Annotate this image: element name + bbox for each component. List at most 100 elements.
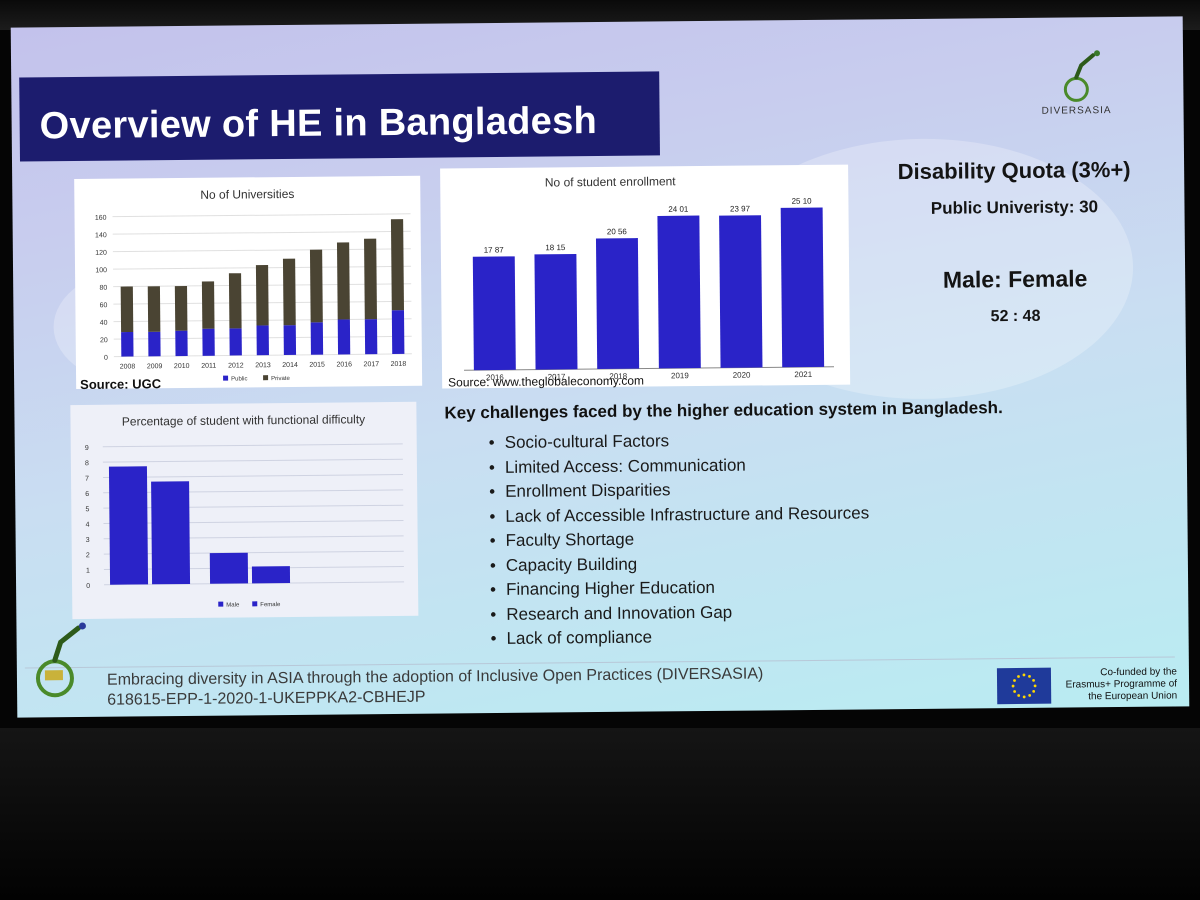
bar-female (251, 566, 291, 584)
enrollment-chart: 17 87 2016 18 15 2017 20 56 2018 24 01 2019 23 9… (464, 197, 835, 382)
y-tick-label: 40 (100, 320, 108, 327)
bar-male (209, 552, 249, 584)
y-tick-label: 60 (100, 302, 108, 309)
bar-female (151, 481, 191, 585)
footer-project-code: 618615-EPP-1-2020-1-UKEPPKA2-CBHEJP (107, 688, 426, 709)
y-tick-label: 7 (85, 476, 89, 483)
x-tick-label: 2009 (147, 363, 163, 370)
eu-star-icon (1032, 689, 1036, 693)
list-item: Socio-cultural Factors (489, 427, 869, 455)
y-tick-label: 9 (85, 445, 89, 452)
bar-private (201, 281, 215, 329)
gridline (103, 550, 404, 555)
gridline (103, 535, 404, 540)
list-item: Lack of Accessible Infrastructure and Re… (489, 501, 869, 529)
bar-private (336, 242, 350, 320)
legend-label: Female (260, 602, 281, 608)
source-globaleconomy: Source: www.theglobaleconomy.com (448, 373, 645, 390)
disability-quota-title: Disability Quota (3%+) (897, 156, 1131, 185)
diversasia-logo: DIVERSASIA (1031, 47, 1122, 118)
gridline (102, 458, 403, 463)
eu-star-icon (1017, 675, 1020, 678)
y-tick-label: 120 (95, 250, 107, 257)
eu-star-icon (1022, 673, 1026, 677)
x-tick-label: 2013 (255, 362, 271, 369)
x-tick-label: 2011 (201, 363, 216, 370)
gridline (112, 230, 411, 235)
bar-private (120, 286, 134, 333)
bar-male (108, 466, 149, 585)
bar-public (364, 319, 378, 355)
eu-star-icon (1028, 694, 1032, 697)
footer-logo (26, 622, 97, 703)
data-label: 25 10 (792, 197, 813, 206)
legend-swatch (223, 375, 229, 381)
eu-star-icon (1013, 679, 1016, 682)
eu-star-icon (1033, 684, 1037, 688)
eu-star-icon (1013, 690, 1017, 693)
eu-stars-icon (1011, 673, 1037, 699)
x-tick-label: 2008 (120, 363, 136, 370)
x-tick-label: 2020 (733, 371, 751, 380)
public-university-count: Public Univeristy: 30 (930, 197, 1099, 218)
x-tick-label: 2019 (671, 371, 689, 380)
functional-difficulty-chart-panel: Percentage of student with functional di… (70, 401, 419, 620)
x-tick-label: 2018 (391, 361, 407, 368)
wheelchair-logo-icon (35, 622, 86, 698)
logo-text: DIVERSASIA (1041, 105, 1111, 117)
gridline (103, 504, 404, 509)
gridline (103, 474, 404, 478)
eu-star-icon (1028, 674, 1031, 678)
footer-project-name: Embracing diversity in ASIA through the … (106, 665, 764, 689)
y-tick-label: 140 (95, 232, 107, 239)
universities-chart: 0 20 40 60 80 100 120 140 160 2008 2009 2010 2011 201… (95, 213, 412, 383)
legend-label: Private (271, 376, 290, 382)
y-tick-label: 100 (95, 267, 107, 274)
x-axis (464, 366, 835, 371)
bar (472, 256, 516, 371)
eu-flag-icon (996, 667, 1052, 705)
x-tick-label: 2016 (336, 361, 352, 368)
bar-public (391, 310, 405, 354)
legend-swatch (218, 601, 224, 607)
list-item: Faculty Shortage (490, 525, 870, 553)
bar (534, 253, 578, 370)
eu-cofunding-text: Co-funded by the Erasmus+ Programme of t… (1065, 666, 1178, 703)
enrollment-chart-panel: No of student enrollment 17 87 2016 18 15 2… (440, 164, 851, 389)
bar-public (229, 328, 242, 356)
bar (595, 238, 640, 370)
universities-chart-panel: No of Universities 0 20 40 60 80 100 120 140 160… (74, 175, 423, 390)
slide-title: Overview of HE in Bangladesh (39, 100, 598, 148)
data-label: 24 01 (668, 205, 689, 214)
y-tick-label: 6 (85, 491, 89, 498)
list-item: Financing Higher Education (490, 574, 870, 602)
list-item: Limited Access: Communication (489, 452, 869, 480)
bar-private (390, 219, 404, 311)
x-tick-label: 2014 (282, 362, 298, 369)
bar-private (228, 273, 242, 329)
gridline (103, 489, 404, 494)
male-female-ratio: 52 : 48 (990, 307, 1041, 326)
male-female-title: Male: Female (942, 265, 1088, 293)
bar-private (255, 265, 269, 326)
x-tick-label: 2017 (548, 372, 566, 381)
y-tick-label: 4 (86, 522, 90, 529)
eu-star-icon (1022, 695, 1026, 699)
list-item: Capacity Building (490, 550, 870, 578)
bar-public (148, 331, 161, 357)
bar-public (310, 322, 324, 355)
y-tick-label: 1 (86, 568, 90, 575)
key-challenges-title: Key challenges faced by the higher educa… (444, 398, 1003, 423)
bar-private (364, 238, 377, 320)
y-tick-label: 2 (86, 552, 90, 559)
source-ugc: Source: UGC (80, 376, 162, 392)
bar-public (175, 330, 188, 357)
screen-bottom-edge (0, 728, 1200, 900)
bar-public (121, 331, 134, 357)
x-tick-label: 2017 (364, 361, 380, 368)
data-label: 18 15 (545, 243, 566, 252)
gridline (103, 520, 404, 524)
gridline (112, 248, 411, 253)
y-tick-label: 3 (86, 537, 90, 544)
functional-difficulty-chart: 0 1 2 3 4 5 6 7 8 9 Male Female (85, 443, 405, 609)
